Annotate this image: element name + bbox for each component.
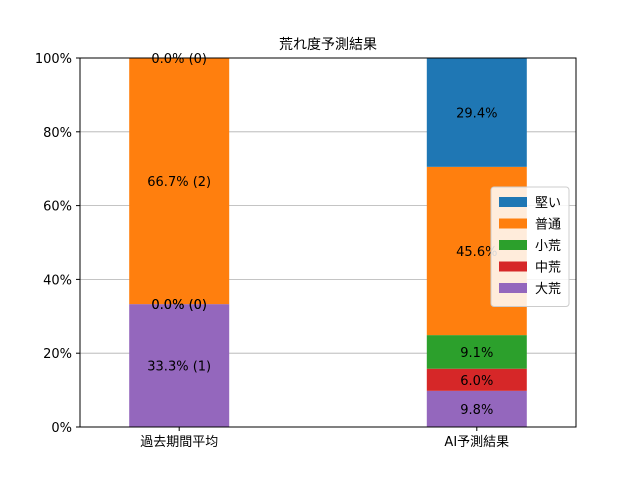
data-label: 9.1% [460, 346, 493, 361]
data-label: 33.3% (1) [147, 360, 211, 375]
bar-segment [129, 304, 230, 427]
bar-segment [426, 58, 527, 167]
y-tick-label: 20% [43, 347, 72, 362]
axes: 0% 20% 40% 60% 80% 100% 過去期間平均 AI予測結果 [35, 52, 509, 450]
bar-segment [426, 368, 527, 391]
legend-swatch [499, 261, 527, 272]
data-label: 45.6% [456, 245, 497, 260]
legend-swatch [499, 218, 527, 229]
y-tick-label: 40% [43, 273, 72, 288]
bar-segment [129, 58, 230, 305]
chart-title: 荒れ度予測結果 [279, 37, 377, 53]
data-labels: 33.3% (1)0.0% (0)0.0% (0)66.7% (2)0.0% (… [147, 52, 497, 418]
legend-box [490, 186, 570, 307]
bar-segment [426, 335, 527, 369]
x-tick-label: 過去期間平均 [140, 435, 218, 450]
y-tick-label: 80% [43, 126, 72, 141]
legend-label: 中荒 [535, 261, 561, 276]
data-label: 6.0% [460, 374, 493, 389]
data-label: 9.8% [460, 403, 493, 418]
bar-segment [426, 390, 527, 427]
data-label: 66.7% (2) [147, 175, 211, 190]
x-tick-label: AI予測結果 [444, 435, 509, 450]
legend-label: 小荒 [535, 239, 561, 254]
legend-label: 堅い [535, 196, 561, 211]
y-tick-label: 100% [35, 52, 72, 67]
legend-swatch [499, 240, 527, 250]
legend-swatch [499, 197, 527, 207]
plot-frame [79, 57, 577, 428]
data-label: 0.0% (0) [151, 298, 207, 313]
legend-swatch [499, 283, 527, 293]
y-tick-label: 0% [51, 421, 72, 436]
y-tick-label: 60% [43, 200, 72, 215]
data-label: 29.4% [456, 107, 497, 122]
data-label: 0.0% (0) [151, 298, 207, 313]
data-label: 0.0% (0) [151, 52, 207, 67]
legend-label: 大荒 [535, 282, 561, 297]
legend-label: 普通 [535, 218, 561, 233]
